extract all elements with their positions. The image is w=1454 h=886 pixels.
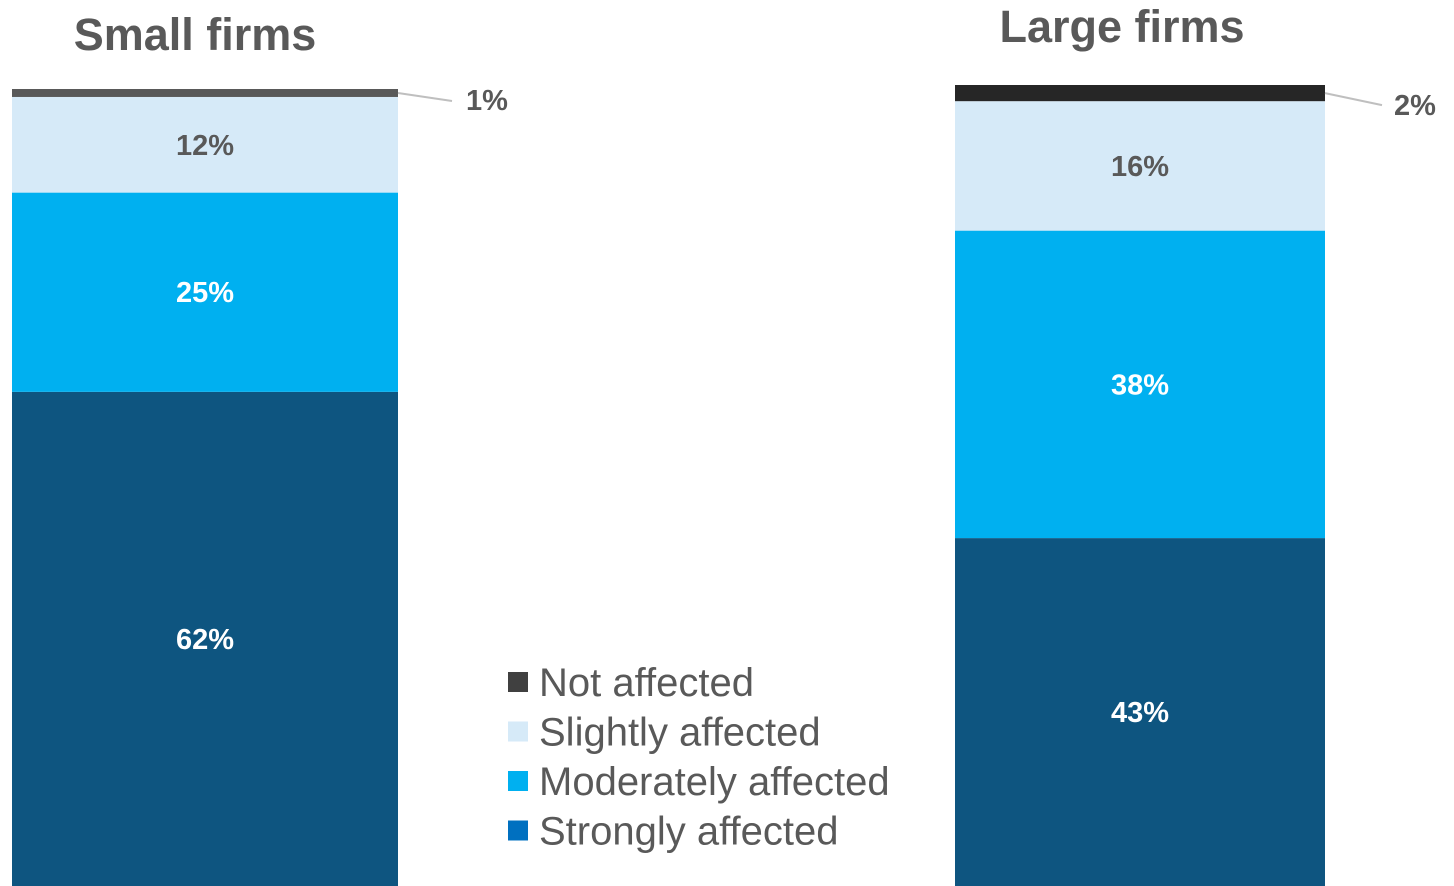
panel-title-large-firms: Large firms xyxy=(999,1,1244,52)
data-label-large-firms-slightly-affected: 16% xyxy=(1111,151,1169,183)
data-label-small-firms-moderately-affected: 25% xyxy=(176,277,234,309)
legend-label-slightly-affected: Slightly affected xyxy=(539,711,821,755)
bar-segment-large-firms-strongly-affected xyxy=(955,538,1325,886)
data-label-small-firms-strongly-affected: 62% xyxy=(176,624,234,656)
bars-layer xyxy=(12,85,1325,886)
legend-label-strongly-affected: Strongly affected xyxy=(539,810,838,854)
legend-label-moderately-affected: Moderately affected xyxy=(539,760,890,804)
bar-segment-small-firms-moderately-affected xyxy=(12,192,398,392)
bar-segment-small-firms-strongly-affected xyxy=(12,391,398,886)
leader-line-large-firms xyxy=(1324,92,1383,107)
legend-swatch-not-affected xyxy=(508,672,528,692)
legend-label-not-affected: Not affected xyxy=(539,661,754,705)
data-label-large-firms-moderately-affected: 38% xyxy=(1111,369,1169,401)
bar-segment-small-firms-not-affected xyxy=(12,89,398,97)
bar-segment-small-firms-slightly-affected xyxy=(12,96,398,193)
data-labels-layer: 62% 25% 12% 1% 43% 38% 16% 2% xyxy=(176,85,1436,729)
legend-swatch-slightly-affected xyxy=(508,721,528,742)
panel-title-small-firms: Small firms xyxy=(74,9,317,60)
bar-segment-large-firms-moderately-affected xyxy=(955,230,1325,539)
legend: Not affected Slightly affected Moderately … xyxy=(508,661,890,854)
data-label-large-firms-strongly-affected: 43% xyxy=(1111,697,1169,729)
data-label-large-firms-not-affected: 2% xyxy=(1394,90,1436,122)
data-label-small-firms-slightly-affected: 12% xyxy=(176,130,234,162)
bar-segment-large-firms-not-affected xyxy=(955,85,1325,102)
data-label-small-firms-not-affected: 1% xyxy=(466,85,508,117)
leader-line-small-firms xyxy=(397,91,453,102)
bar-segment-large-firms-slightly-affected xyxy=(955,101,1325,231)
legend-swatch-strongly-affected xyxy=(508,820,528,841)
legend-swatch-moderately-affected xyxy=(508,771,528,791)
